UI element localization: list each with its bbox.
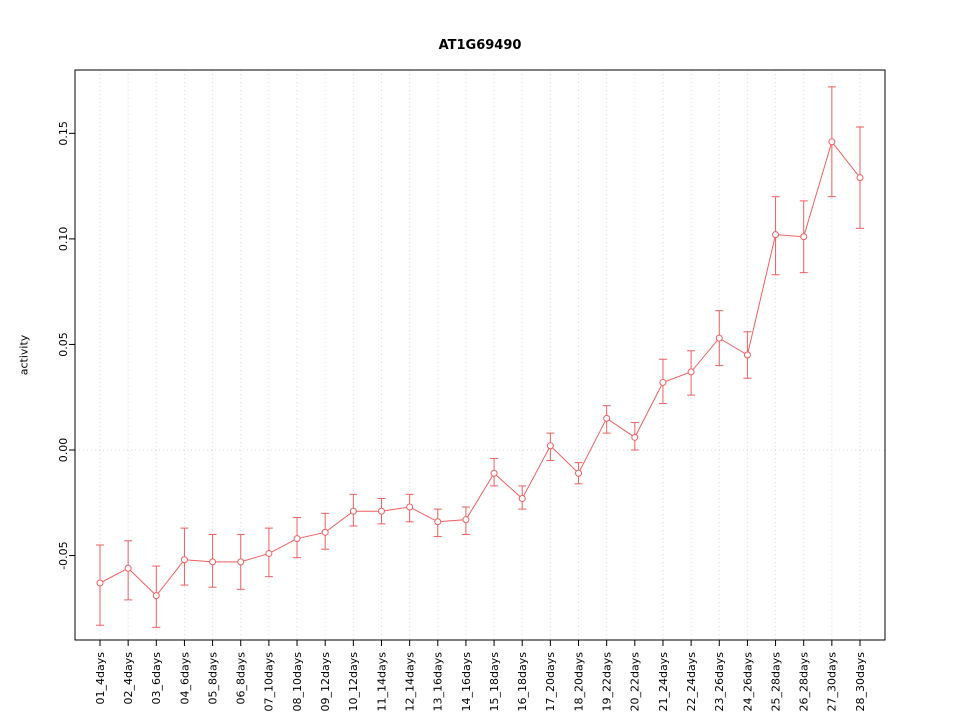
series-line-layer bbox=[99, 140, 861, 597]
x-tick-label: 23_26days bbox=[713, 652, 726, 712]
data-point bbox=[856, 174, 864, 182]
data-point bbox=[293, 535, 301, 543]
tick-labels-layer: -0.05 0.00 0.05 0.10 0.15 01_4days 02_4days 03_… bbox=[57, 121, 867, 711]
x-tick-label: 06_8days bbox=[235, 652, 248, 705]
x-tick-label: 12_14days bbox=[403, 652, 416, 712]
plot-box bbox=[74, 69, 886, 641]
grid-layer bbox=[75, 70, 885, 640]
x-tick-label: 04_6days bbox=[178, 652, 191, 705]
x-tick-label: 16_18days bbox=[516, 652, 529, 712]
x-tick-label: 02_4days bbox=[122, 652, 135, 705]
data-point bbox=[687, 368, 695, 376]
x-tick-label: 25_28days bbox=[769, 652, 782, 712]
points-layer bbox=[96, 138, 864, 600]
x-tick-label: 27_30days bbox=[826, 652, 839, 712]
x-tick-label: 24_26days bbox=[741, 652, 754, 712]
x-tick-label: 11_14days bbox=[375, 652, 388, 712]
data-point bbox=[603, 414, 611, 422]
x-tick-label: 01_4days bbox=[94, 652, 107, 705]
data-point bbox=[575, 469, 583, 477]
data-point bbox=[180, 556, 188, 564]
data-point bbox=[96, 579, 104, 587]
data-point bbox=[659, 378, 667, 386]
data-point bbox=[265, 549, 273, 557]
x-tick-label: 14_16days bbox=[460, 652, 473, 712]
x-tick-label: 07_10days bbox=[263, 652, 276, 712]
data-point bbox=[237, 558, 245, 566]
x-tick-label: 09_12days bbox=[319, 652, 332, 712]
data-point bbox=[406, 503, 414, 511]
y-tick-label: -0.05 bbox=[57, 541, 70, 569]
x-tick-label: 13_16days bbox=[432, 652, 445, 712]
x-tick-label: 10_12days bbox=[347, 652, 360, 712]
data-point bbox=[209, 558, 217, 566]
x-tick-label: 17_20days bbox=[544, 652, 557, 712]
data-point bbox=[490, 469, 498, 477]
data-point bbox=[434, 518, 442, 526]
x-tick-label: 18_20days bbox=[572, 652, 585, 712]
data-point bbox=[828, 138, 836, 146]
y-tick-label: 0.05 bbox=[57, 332, 70, 357]
axes-layer bbox=[69, 69, 886, 646]
x-tick-label: 03_6days bbox=[150, 652, 163, 705]
data-point bbox=[743, 351, 751, 359]
data-point bbox=[349, 507, 357, 515]
x-tick-label: 19_22days bbox=[601, 652, 614, 712]
data-point bbox=[321, 528, 329, 536]
data-point bbox=[124, 564, 132, 572]
x-tick-label: 08_10days bbox=[291, 652, 304, 712]
data-point bbox=[631, 433, 639, 441]
chart-title: AT1G69490 bbox=[438, 38, 522, 53]
x-tick-label: 15_18days bbox=[488, 652, 501, 712]
data-point bbox=[462, 516, 470, 524]
x-tick-label: 05_8days bbox=[206, 652, 219, 705]
x-tick-label: 21_24days bbox=[657, 652, 670, 712]
y-tick-label: 0.15 bbox=[57, 121, 70, 146]
x-tick-label: 26_28days bbox=[798, 652, 811, 712]
data-point bbox=[772, 231, 780, 239]
data-point bbox=[152, 592, 160, 600]
x-tick-label: 22_24days bbox=[685, 652, 698, 712]
x-tick-label: 20_22days bbox=[629, 652, 642, 712]
data-point bbox=[518, 495, 526, 503]
data-point bbox=[546, 442, 554, 450]
data-point bbox=[715, 334, 723, 342]
data-point bbox=[377, 507, 385, 515]
series-line bbox=[99, 140, 861, 597]
y-tick-label: 0.00 bbox=[57, 438, 70, 463]
y-axis-label: activity bbox=[17, 334, 31, 376]
data-point bbox=[800, 233, 808, 241]
y-tick-label: 0.10 bbox=[57, 227, 70, 252]
x-tick-label: 28_30days bbox=[854, 652, 867, 712]
